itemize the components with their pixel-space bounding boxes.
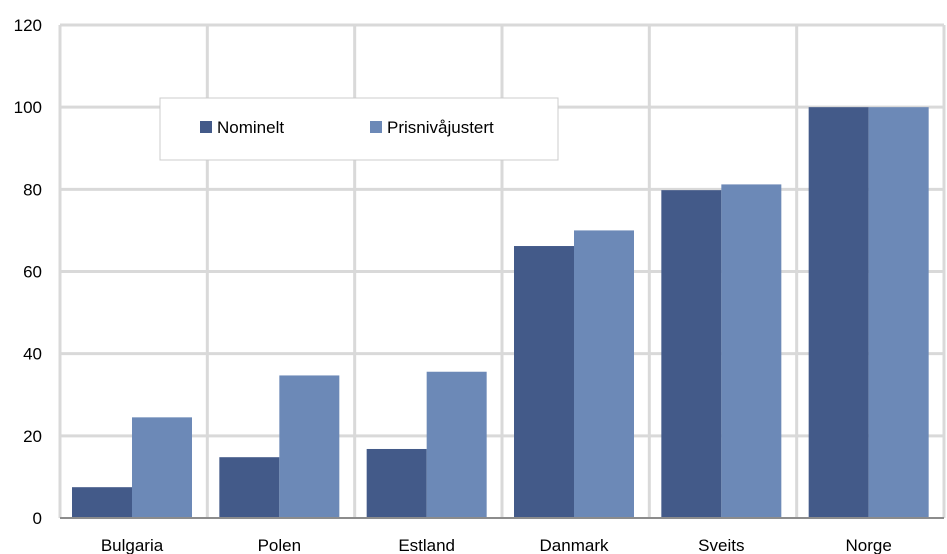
legend-swatch-prisnivajustert [370,121,382,133]
x-tick-label: Sveits [698,536,744,554]
y-tick-label: 100 [14,98,42,117]
bar-prisnivjustert-norge [868,107,929,519]
y-tick-label: 0 [33,509,42,528]
bar-nominelt-sveits [661,190,722,518]
bar-nominelt-bulgaria [72,487,132,518]
y-tick-label: 60 [23,263,42,282]
bar-prisnivjustert-sveits [721,184,782,519]
y-tick-label: 40 [23,345,42,364]
y-tick-label: 120 [14,16,42,35]
y-tick-label: 80 [23,180,42,199]
legend-label-nominelt: Nominelt [217,118,284,137]
x-tick-label: Estland [398,536,455,554]
bar-nominelt-norge [808,107,869,519]
bar-prisnivjustert-bulgaria [132,417,192,518]
x-tick-label: Polen [258,536,301,554]
bar-prisnivjustert-estland [426,371,487,518]
legend-swatch-nominelt [200,121,212,133]
x-tick-label: Danmark [540,536,609,554]
legend-box [159,97,559,161]
bar-nominelt-estland [366,448,427,518]
x-tick-labels: Bulgaria Polen Estland Danmark Sveits Norge [101,536,892,554]
bar-prisnivjustert-danmark [574,230,634,518]
legend: Nominelt Prisnivåjustert [159,97,559,161]
bar-nominelt-danmark [514,246,574,519]
x-tick-label: Bulgaria [101,536,164,554]
legend-label-prisnivajustert: Prisnivåjustert [387,118,494,137]
x-tick-label: Norge [846,536,892,554]
bar-prisnivjustert-polen [279,375,340,518]
bar-nominelt-polen [219,457,280,518]
y-tick-label: 20 [23,427,42,446]
y-tick-labels: 0 20 40 60 80 100 120 [14,16,42,528]
bars [72,107,929,519]
